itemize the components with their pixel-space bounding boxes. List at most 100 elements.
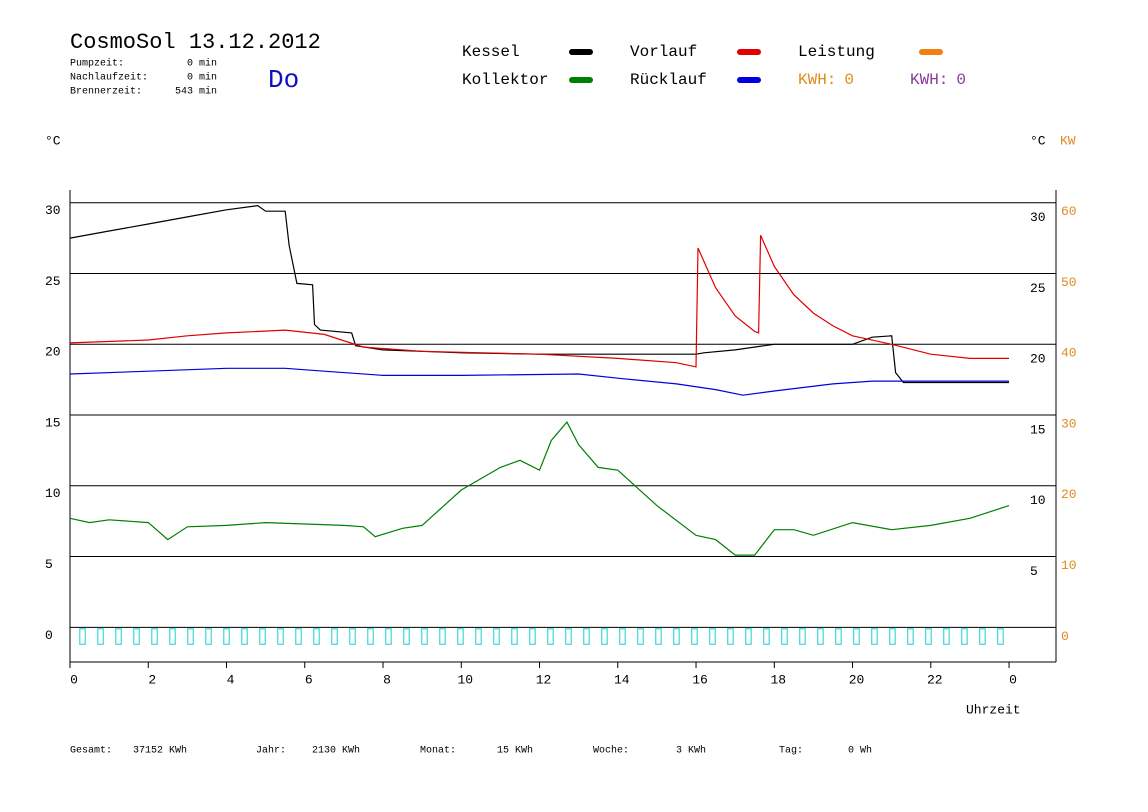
pulse bbox=[241, 628, 248, 645]
pulse bbox=[547, 628, 554, 645]
pulse bbox=[889, 628, 896, 645]
pulse bbox=[97, 628, 104, 645]
pulse bbox=[439, 628, 446, 645]
pulse bbox=[565, 628, 572, 645]
pulse bbox=[997, 628, 1004, 645]
y-tick-label: 20 bbox=[45, 345, 61, 360]
pulse bbox=[259, 628, 266, 645]
y-tick-label: 15 bbox=[45, 415, 61, 430]
y2-tick-label: 0 bbox=[1061, 629, 1069, 644]
y-tick-label-right: 10 bbox=[1030, 493, 1046, 508]
pulse bbox=[223, 628, 230, 645]
x-tick-label: 14 bbox=[614, 672, 630, 687]
legend-label: Leistung bbox=[798, 43, 875, 61]
y-tick-label-right: 15 bbox=[1030, 422, 1046, 437]
legend-label: Rücklauf bbox=[630, 71, 707, 89]
x-tick-label: 8 bbox=[383, 672, 391, 687]
pulse bbox=[277, 628, 284, 645]
pulse bbox=[133, 628, 140, 645]
pulse bbox=[619, 628, 626, 645]
pulse bbox=[961, 628, 968, 645]
weekday: Do bbox=[268, 65, 299, 95]
pulse bbox=[727, 628, 734, 645]
x-tick-label: 20 bbox=[849, 672, 865, 687]
y-tick-label: 0 bbox=[45, 628, 53, 643]
x-tick-label: 2 bbox=[148, 672, 156, 687]
kwh-label-value: 0 bbox=[844, 71, 854, 89]
y2-tick-label: 30 bbox=[1061, 416, 1077, 431]
y2-tick-label: 40 bbox=[1061, 346, 1077, 361]
y2-tick-label: 50 bbox=[1061, 275, 1077, 290]
pulse bbox=[493, 628, 500, 645]
pulse bbox=[385, 628, 392, 645]
kwh-label: KWH: 0 bbox=[798, 71, 854, 89]
pulse bbox=[151, 628, 158, 645]
pulse bbox=[691, 628, 698, 645]
pulse bbox=[457, 628, 464, 645]
y-tick-label-right: 20 bbox=[1030, 352, 1046, 367]
stat-label: Brennerzeit: bbox=[70, 86, 142, 98]
pulse bbox=[763, 628, 770, 645]
stat-label: Nachlaufzeit: bbox=[70, 72, 148, 84]
stat-label: Pumpzeit: bbox=[70, 58, 124, 70]
pulse bbox=[367, 628, 374, 645]
pulse bbox=[79, 628, 86, 645]
pulse bbox=[655, 628, 662, 645]
pulse bbox=[349, 628, 356, 645]
total-label: Woche: bbox=[593, 745, 629, 757]
kwh-label-value: 0 bbox=[956, 71, 966, 89]
y-tick-label-right: 5 bbox=[1030, 564, 1038, 579]
pulse bbox=[907, 628, 914, 645]
pulse bbox=[475, 628, 482, 645]
legend-label: Kessel bbox=[462, 43, 520, 61]
stat-value: 0 min bbox=[187, 72, 217, 84]
x-tick-label: 0 bbox=[70, 672, 78, 687]
y-tick-label: 30 bbox=[45, 203, 61, 218]
total-label: Jahr: bbox=[256, 745, 286, 757]
total-value: 15 KWh bbox=[497, 745, 533, 757]
x-tick-label: 10 bbox=[457, 672, 473, 687]
y-tick-label: 25 bbox=[45, 274, 61, 289]
y-tick-label: 5 bbox=[45, 557, 53, 572]
x-tick-label: 18 bbox=[770, 672, 786, 687]
pulse bbox=[871, 628, 878, 645]
series-line bbox=[69, 367, 1009, 396]
series-line bbox=[69, 235, 1009, 368]
y-tick-label-right: 30 bbox=[1030, 210, 1046, 225]
pulse bbox=[187, 628, 194, 645]
series-line bbox=[69, 421, 1010, 556]
x-tick-label: 6 bbox=[305, 672, 313, 687]
pulse bbox=[169, 628, 176, 645]
pulse bbox=[925, 628, 932, 645]
pulse bbox=[313, 628, 320, 645]
pulse bbox=[835, 628, 842, 645]
total-label: Monat: bbox=[420, 746, 456, 757]
pulse bbox=[583, 628, 590, 645]
pulse bbox=[403, 628, 410, 645]
total-label: Gesamt: bbox=[70, 746, 112, 757]
pulse bbox=[205, 628, 212, 645]
pulse bbox=[943, 628, 950, 645]
y-axis-label-right: °C bbox=[1030, 133, 1046, 148]
total-value: 0 Wh bbox=[848, 745, 872, 757]
stat-value: 0 min bbox=[187, 58, 217, 70]
stat-value: 543 min bbox=[175, 86, 217, 98]
y2-tick-label: 10 bbox=[1061, 558, 1077, 573]
legend-label: Kollektor bbox=[462, 71, 548, 89]
pulse bbox=[331, 628, 338, 645]
y-tick-label-right: 25 bbox=[1030, 281, 1046, 296]
pulse bbox=[817, 628, 824, 645]
y2-tick-label: 60 bbox=[1061, 204, 1077, 219]
y2-axis-label: KW bbox=[1060, 133, 1076, 148]
x-tick-label: 16 bbox=[692, 672, 708, 687]
pulse bbox=[295, 628, 302, 645]
total-value: 3 KWh bbox=[676, 745, 706, 757]
chart-title: CosmoSol 13.12.2012 bbox=[70, 30, 321, 55]
x-axis-label: Uhrzeit bbox=[966, 702, 1021, 717]
pulse bbox=[511, 628, 518, 645]
y-axis-label: °C bbox=[45, 133, 61, 148]
x-tick-label: 22 bbox=[927, 672, 943, 687]
pulse bbox=[853, 628, 860, 645]
y2-tick-label: 20 bbox=[1061, 487, 1077, 502]
